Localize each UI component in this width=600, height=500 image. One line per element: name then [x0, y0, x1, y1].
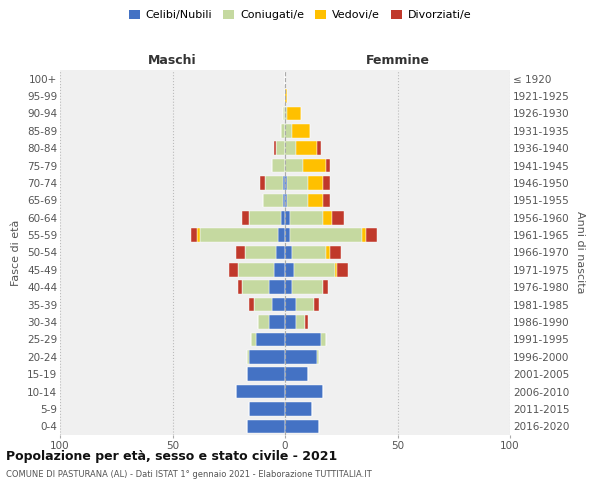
Bar — [330, 246, 341, 260]
Text: Popolazione per età, sesso e stato civile - 2021: Popolazione per età, sesso e stato civil… — [6, 450, 337, 463]
Bar — [323, 211, 332, 224]
Bar — [287, 194, 308, 207]
Bar — [296, 315, 305, 329]
Bar — [361, 228, 366, 242]
Bar — [249, 350, 285, 364]
Bar — [323, 194, 330, 207]
Bar — [242, 280, 269, 294]
Y-axis label: Anni di nascita: Anni di nascita — [575, 211, 585, 294]
Bar — [283, 194, 285, 207]
Bar — [292, 280, 323, 294]
Bar — [242, 211, 249, 224]
Bar — [191, 228, 197, 242]
Bar — [281, 211, 285, 224]
Bar — [278, 228, 285, 242]
Text: COMUNE DI PASTURANA (AL) - Dati ISTAT 1° gennaio 2021 - Elaborazione TUTTITALIA.: COMUNE DI PASTURANA (AL) - Dati ISTAT 1°… — [6, 470, 372, 479]
Bar — [254, 298, 271, 312]
Bar — [258, 315, 269, 329]
Bar — [271, 298, 285, 312]
Bar — [314, 298, 319, 312]
Bar — [285, 315, 296, 329]
Bar — [285, 298, 296, 312]
Bar — [294, 263, 335, 276]
Bar — [305, 315, 308, 329]
Bar — [238, 280, 242, 294]
Legend: Celibi/Nubili, Coniugati/e, Vedovi/e, Divorziati/e: Celibi/Nubili, Coniugati/e, Vedovi/e, Di… — [124, 6, 476, 25]
Bar — [285, 385, 323, 398]
Bar — [285, 350, 317, 364]
Bar — [325, 246, 330, 260]
Bar — [274, 263, 285, 276]
Bar — [292, 124, 310, 138]
Bar — [235, 385, 285, 398]
Bar — [281, 124, 285, 138]
Bar — [285, 176, 287, 190]
Bar — [199, 228, 278, 242]
Bar — [285, 368, 308, 381]
Bar — [285, 263, 294, 276]
Text: Femmine: Femmine — [365, 54, 430, 68]
Bar — [235, 246, 245, 260]
Bar — [285, 211, 290, 224]
Bar — [283, 176, 285, 190]
Bar — [285, 332, 321, 346]
Text: Maschi: Maschi — [148, 54, 197, 68]
Bar — [285, 90, 287, 103]
Bar — [332, 211, 343, 224]
Bar — [321, 332, 325, 346]
Bar — [337, 263, 348, 276]
Bar — [285, 159, 303, 172]
Bar — [308, 194, 323, 207]
Bar — [263, 194, 283, 207]
Bar — [285, 246, 292, 260]
Bar — [296, 298, 314, 312]
Bar — [285, 420, 319, 433]
Bar — [283, 106, 285, 120]
Bar — [249, 211, 281, 224]
Bar — [256, 332, 285, 346]
Bar — [292, 246, 325, 260]
Bar — [285, 280, 292, 294]
Bar — [285, 106, 287, 120]
Bar — [269, 280, 285, 294]
Y-axis label: Fasce di età: Fasce di età — [11, 220, 22, 286]
Bar — [229, 263, 238, 276]
Bar — [247, 368, 285, 381]
Bar — [260, 176, 265, 190]
Bar — [274, 142, 276, 155]
Bar — [290, 228, 361, 242]
Bar — [296, 142, 317, 155]
Bar — [303, 159, 325, 172]
Bar — [285, 124, 292, 138]
Bar — [251, 332, 256, 346]
Bar — [249, 402, 285, 415]
Bar — [285, 194, 287, 207]
Bar — [285, 402, 312, 415]
Bar — [287, 106, 301, 120]
Bar — [290, 211, 323, 224]
Bar — [238, 263, 274, 276]
Bar — [317, 142, 321, 155]
Bar — [285, 142, 296, 155]
Bar — [265, 176, 283, 190]
Bar — [308, 176, 323, 190]
Bar — [269, 315, 285, 329]
Bar — [245, 246, 276, 260]
Bar — [366, 228, 377, 242]
Bar — [197, 228, 199, 242]
Bar — [276, 246, 285, 260]
Bar — [276, 142, 285, 155]
Bar — [271, 159, 285, 172]
Bar — [247, 420, 285, 433]
Bar — [335, 263, 337, 276]
Bar — [323, 176, 330, 190]
Bar — [323, 280, 328, 294]
Bar — [285, 228, 290, 242]
Bar — [325, 159, 330, 172]
Bar — [287, 176, 308, 190]
Bar — [249, 298, 254, 312]
Bar — [247, 350, 249, 364]
Bar — [317, 350, 319, 364]
